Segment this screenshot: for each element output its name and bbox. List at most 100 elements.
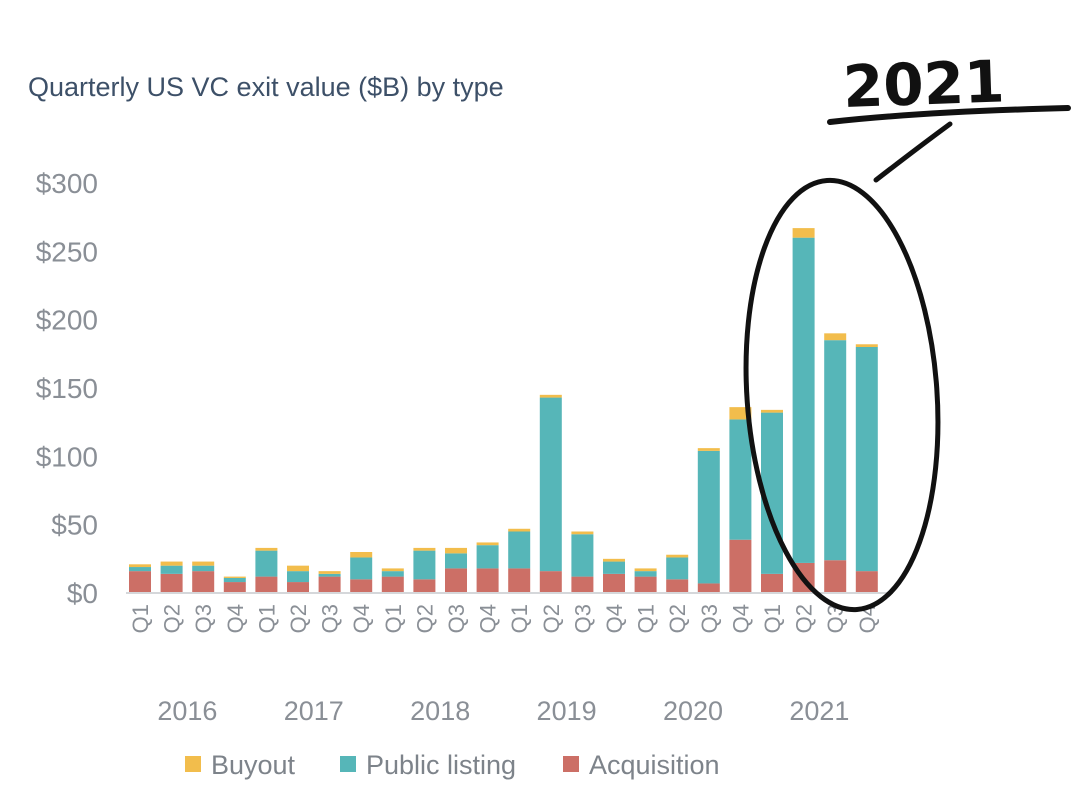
bar-public-listing [255,550,278,577]
bar-public-listing [445,553,467,569]
bar-public-listing [476,545,499,569]
legend-swatch [340,756,356,772]
bar-public-listing [539,397,562,572]
legend: Buyout Public listing Acquisition [185,750,720,780]
bar-buyout [855,344,878,347]
x-tick-label: Q3 [697,604,722,633]
x-tick-label: Q3 [444,604,469,633]
x-tick-label: Q2 [539,604,564,633]
legend-swatch [563,756,579,772]
annotation-pointer [873,121,953,183]
bar-acquisition [255,576,278,593]
bar-public-listing [666,557,689,580]
bar-acquisition [318,576,341,593]
bar-buyout [634,568,657,572]
x-tick-label: Q4 [602,604,627,633]
bar-acquisition [824,560,847,593]
bar-public-listing [287,571,309,583]
bar-acquisition [192,571,215,593]
legend-label: Public listing [366,750,516,780]
bar-buyout [350,552,373,558]
bar-buyout [160,561,183,566]
bar-public-listing [508,531,531,569]
year-label: 2017 [284,696,344,726]
x-tick-label: Q2 [665,604,690,633]
bar-acquisition [634,576,657,593]
x-tick-label: Q4 [223,604,248,633]
bar-buyout [508,528,531,532]
x-tick-label: Q1 [128,604,153,633]
bar-acquisition [571,576,594,593]
bar-acquisition [539,571,562,593]
x-tick-label: Q4 [349,604,374,633]
x-tick-label: Q1 [254,604,279,633]
bar-buyout [318,571,341,574]
x-tick-label: Q1 [507,604,532,633]
bar-acquisition [603,573,625,593]
y-tick-label: $200 [36,305,98,336]
bar-public-listing [413,550,436,580]
annotation-circle [743,177,941,613]
bar-acquisition [445,568,467,593]
bar-acquisition [476,568,499,593]
bar-acquisition [666,579,689,593]
handwritten-annotation: 2021 [743,47,1071,613]
annotation-underline [827,105,1071,125]
bar-public-listing [824,340,847,561]
y-axis: $0 $50 $100 $150 $200 $250 $300 [36,168,98,609]
x-tick-label: Q3 [570,604,595,633]
bar-buyout [255,547,278,551]
year-label: 2019 [537,696,597,726]
x-tick-label: Q2 [160,604,185,633]
bar-acquisition [413,579,436,593]
year-label: 2021 [789,696,849,726]
bar-buyout [824,333,847,341]
x-tick-label: Q3 [191,604,216,633]
x-tick-label: Q2 [792,604,817,633]
bar-public-listing [855,347,878,572]
bar-buyout [761,409,783,413]
x-tick-label: Q1 [634,604,659,633]
bar-buyout [666,554,689,558]
bar-public-listing [634,571,657,577]
x-tick-label: Q4 [728,604,753,633]
legend-swatch [185,756,201,772]
y-tick-label: $150 [36,373,98,404]
bar-public-listing [381,571,404,577]
bar-acquisition [287,582,309,593]
bar-buyout [192,561,215,566]
bar-acquisition [697,583,720,593]
chart-title: Quarterly US VC exit value ($B) by type [28,72,504,102]
bar-buyout [129,564,151,568]
bar-acquisition [160,573,183,593]
bar-acquisition [855,571,878,593]
bar-buyout [287,565,309,572]
bar-public-listing [318,573,341,577]
x-tick-label: Q3 [318,604,343,633]
bar-public-listing [603,561,625,574]
bar-public-listing [192,565,215,572]
bar-buyout [223,576,246,578]
bar-buyout [539,394,562,398]
bar-acquisition [129,571,151,593]
x-tick-label: Q1 [381,604,406,633]
bar-acquisition [761,573,783,593]
bar-public-listing [350,557,373,580]
y-tick-label: $50 [51,510,98,541]
bars [129,228,878,593]
x-axis: Q1 Q2 Q3 Q4 Q1 Q2 Q3 Q4 Q1 Q2 Q3 Q4 Q1 Q2 Q3 Q4 Q1 Q2 Q3 Q4… [128,604,880,726]
year-label: 2016 [157,696,217,726]
bar-buyout [445,547,467,554]
bar-acquisition [223,582,246,593]
x-tick-label: Q4 [476,604,501,633]
bar-public-listing [129,567,151,572]
bar-public-listing [223,577,246,583]
bar-public-listing [571,534,594,577]
bar-acquisition [508,568,531,593]
bar-public-listing [792,237,815,563]
bar-buyout [413,547,436,551]
legend-label: Acquisition [589,750,720,780]
year-label: 2020 [663,696,723,726]
bar-buyout [381,568,404,572]
